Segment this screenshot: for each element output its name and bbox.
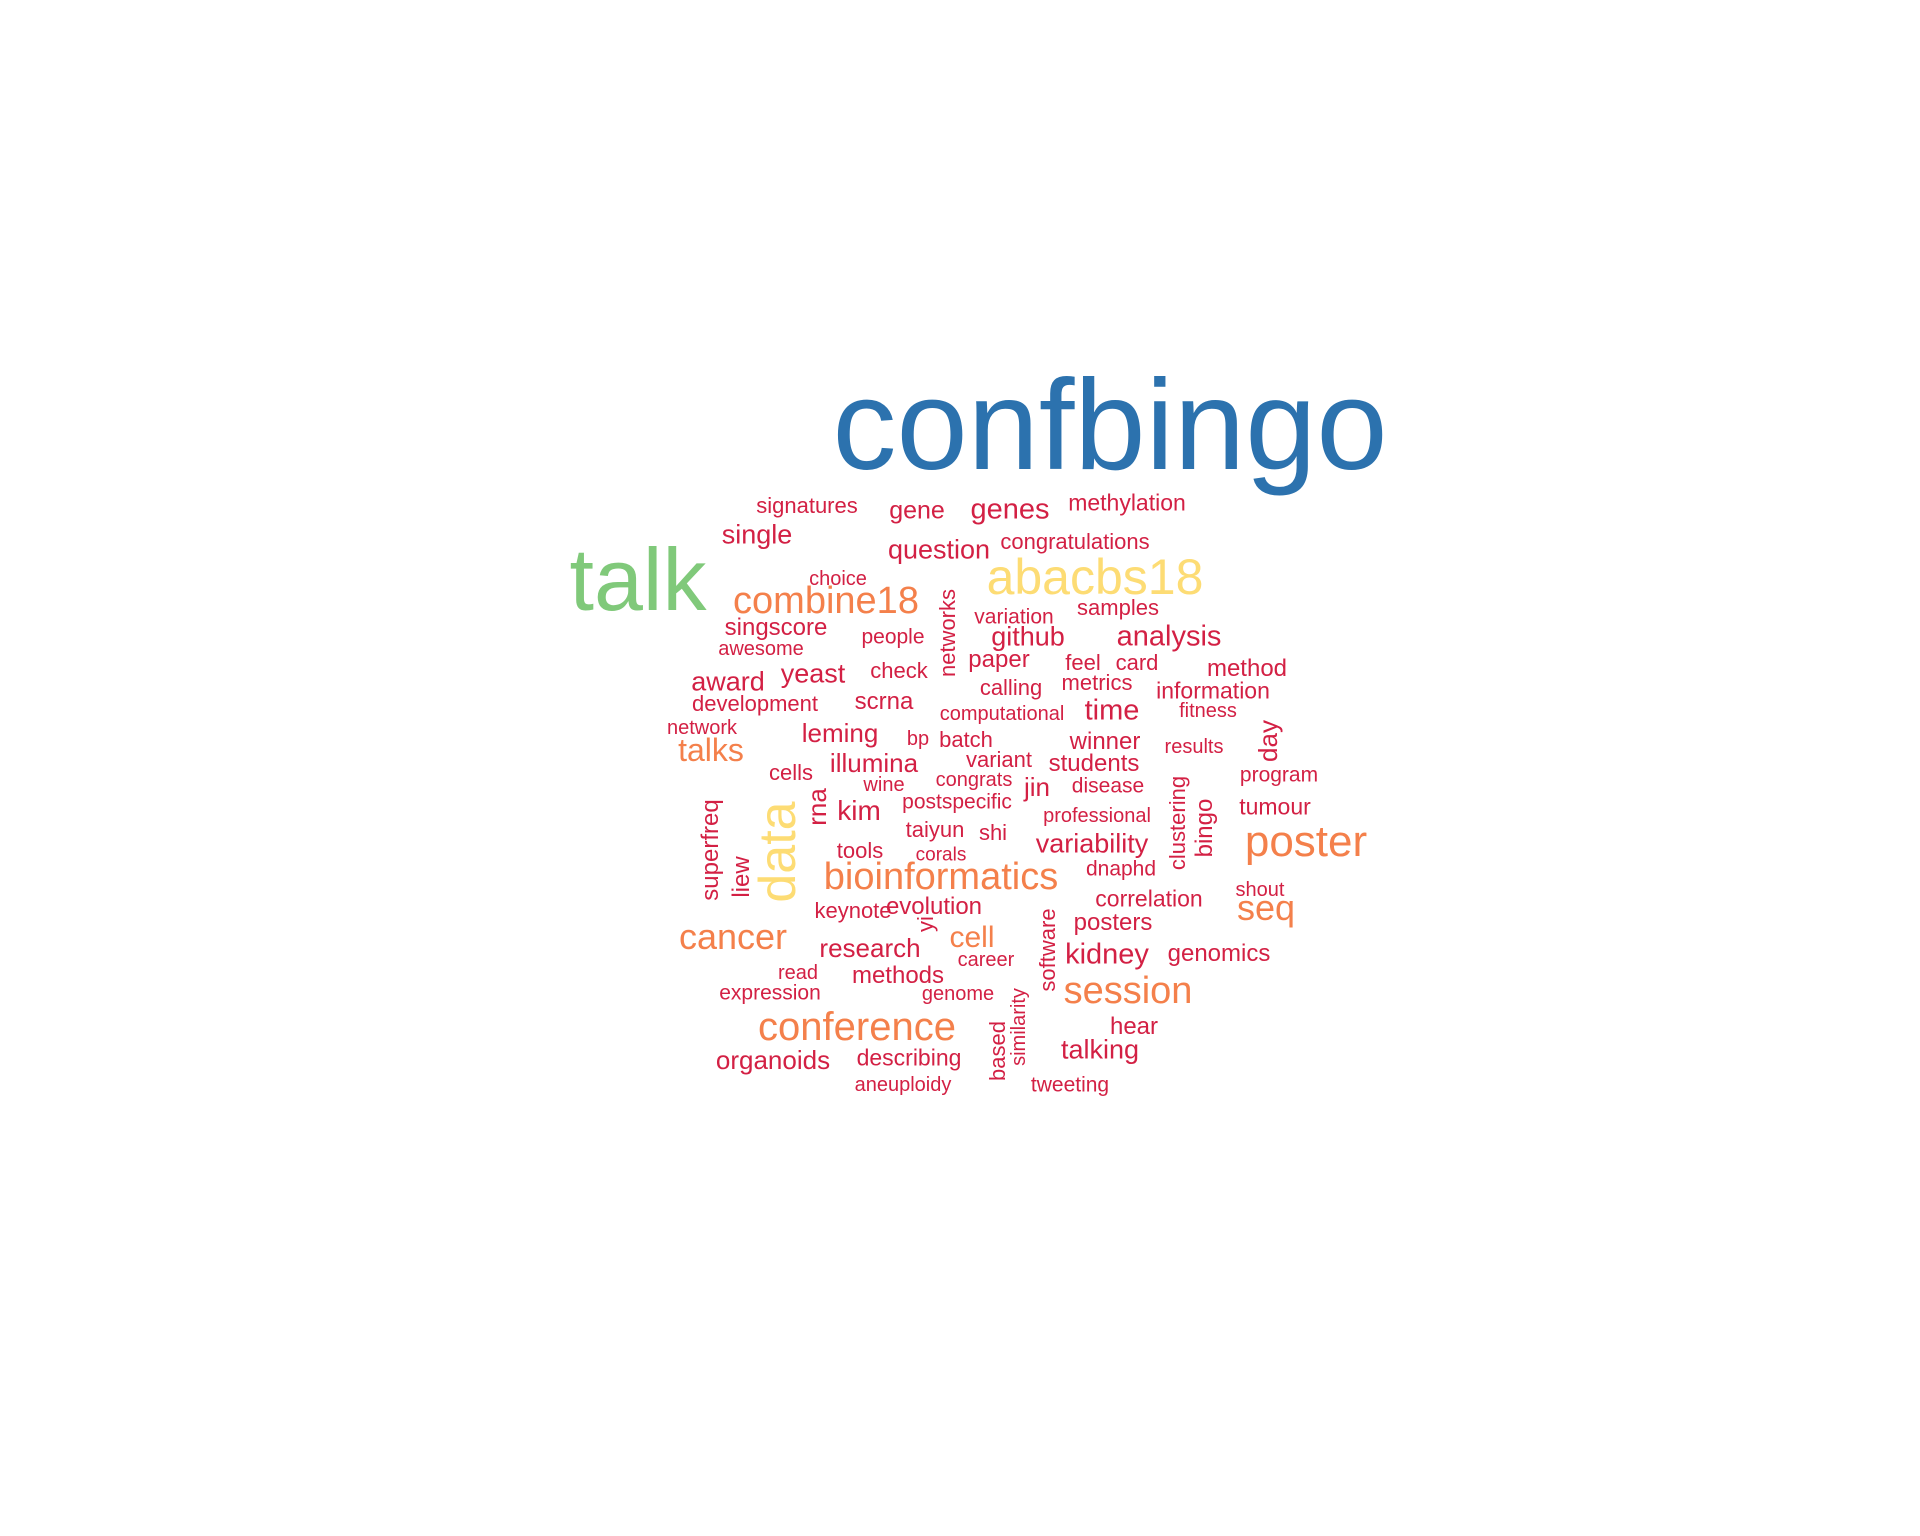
word-combine18: combine18 [733,580,919,622]
word-bioinformatics: bioinformatics [823,856,1059,898]
word-computational: computational [939,703,1065,725]
word-variability: variability [1035,828,1149,859]
word-clustering: clustering [1165,775,1190,871]
word-talking: talking [1060,1034,1140,1065]
word-people: people [861,625,925,649]
word-corals: corals [915,844,967,866]
word-congratulations: congratulations [1000,529,1150,554]
word-genome: genome [921,983,995,1005]
word-genes: genes [970,493,1050,526]
word-variation: variation [974,605,1054,629]
word-results: results [1164,736,1224,758]
word-scrna: scrna [854,688,914,715]
word-networks: networks [935,588,960,678]
word-yi: yi [913,916,938,932]
word-tools: tools [836,838,884,863]
word-metrics: metrics [1061,670,1133,695]
word-samples: samples [1077,595,1159,620]
word-software: software [1035,908,1060,992]
word-correlation: correlation [1095,885,1203,912]
word-card: card [1115,650,1159,675]
word-disease: disease [1071,774,1145,798]
word-shout: shout [1235,879,1285,901]
word-calling: calling [979,675,1043,700]
word-genomics: genomics [1167,940,1271,967]
word-similarity: similarity [1008,988,1030,1066]
word-program: program [1239,763,1319,787]
word-check: check [870,658,928,683]
word-professional: professional [1043,805,1151,827]
word-award: award [691,666,765,697]
word-congrats: congrats [935,769,1013,791]
word-shi: shi [978,820,1008,845]
word-day: day [1253,720,1283,762]
word-data: data [749,801,807,903]
word-seq: seq [1236,887,1296,928]
word-students: students [1048,750,1140,777]
word-yeast: yeast [780,658,846,689]
word-read: read [777,962,819,984]
word-choice: choice [809,568,867,590]
word-variant: variant [965,747,1033,772]
word-expression: expression [719,981,821,1005]
word-aneuploidy: aneuploidy [854,1074,952,1096]
word-evolution: evolution [885,893,983,920]
word-kidney: kidney [1065,938,1149,971]
word-winner: winner [1069,728,1141,755]
word-describing: describing [856,1044,962,1071]
word-liew: liew [728,856,755,898]
word-hear: hear [1109,1013,1159,1040]
word-method: method [1206,655,1288,682]
word-wine: wine [863,774,905,796]
word-analysis: analysis [1116,620,1222,653]
word-poster: poster [1244,817,1368,866]
word-conference: conference [758,1005,956,1049]
word-abacbs18: abacbs18 [986,549,1204,605]
word-confbingo: confbingo [832,354,1388,497]
word-paper: paper [968,646,1030,673]
word-research: research [819,933,921,963]
word-methylation: methylation [1068,489,1186,516]
word-signatures: signatures [756,493,858,518]
word-dnaphd: dnaphd [1085,857,1157,881]
word-talks: talks [678,732,744,768]
word-cancer: cancer [678,916,788,957]
word-methods: methods [851,962,945,989]
word-cell: cell [949,921,995,954]
word-batch: batch [939,727,993,752]
word-time: time [1084,694,1140,727]
word-jin: jin [1023,772,1051,802]
word-fitness: fitness [1179,700,1237,722]
word-organoids: organoids [715,1045,831,1075]
word-posters: posters [1073,909,1153,936]
word-talk: talk [569,530,707,629]
word-information: information [1156,677,1270,704]
word-postspecific: postspecific [902,790,1012,814]
word-awesome: awesome [718,638,804,660]
word-kim: kim [837,795,881,826]
word-illumina: illumina [829,748,919,778]
word-leming: leming [801,718,879,748]
word-github: github [991,621,1065,652]
word-bingo: bingo [1191,798,1218,858]
word-keynote: keynote [814,898,892,923]
word-superfreq: superfreq [697,799,724,901]
word-session: session [1063,970,1193,1012]
word-taiyun: taiyun [905,817,965,842]
word-tumour: tumour [1239,793,1311,820]
word-bp: bp [906,728,930,750]
word-cells: cells [768,760,814,785]
word-development: development [692,691,818,716]
word-feel: feel [1065,650,1101,675]
word-rna: rna [802,788,832,826]
word-question: question [887,534,991,565]
word-tweeting: tweeting [1030,1073,1110,1097]
word-network: network [666,717,738,739]
word-career: career [957,949,1015,971]
word-single: single [721,519,793,550]
word-based: based [985,1021,1010,1081]
word-gene: gene [889,496,945,525]
word-singscore: singscore [724,614,828,641]
